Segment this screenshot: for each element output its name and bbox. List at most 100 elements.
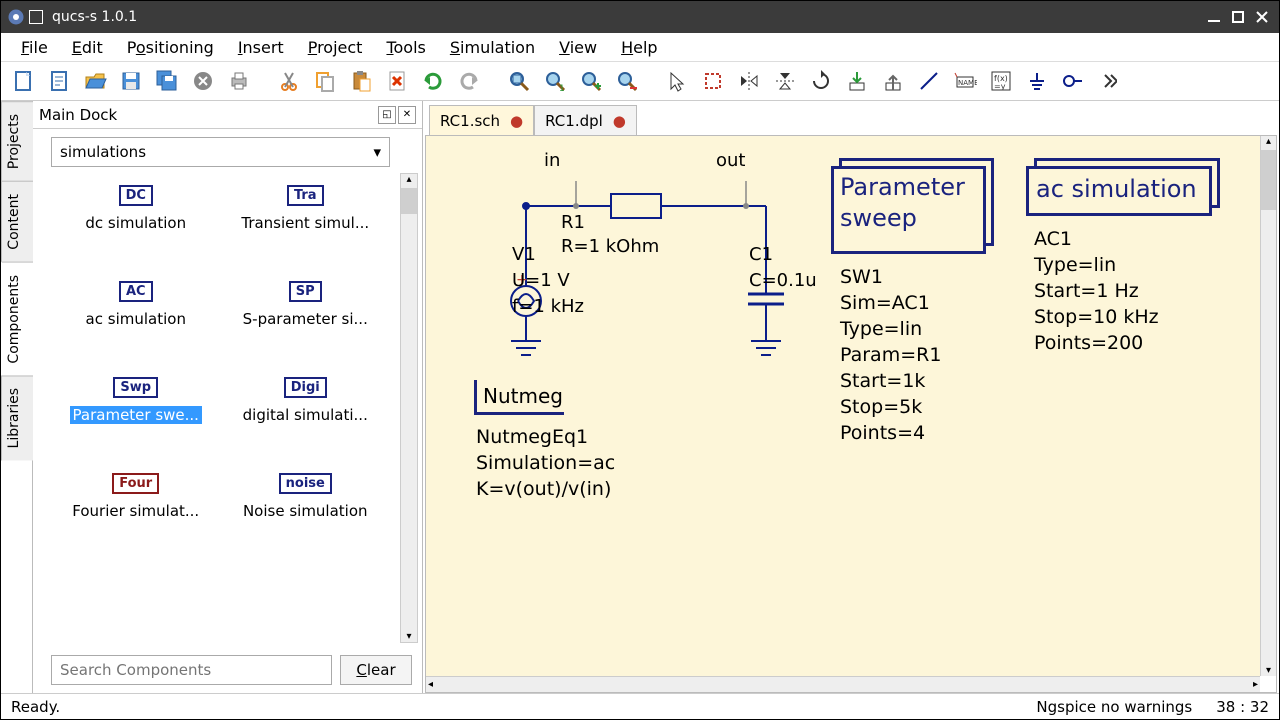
zoom-fit-icon[interactable] [505,67,533,95]
close-file-icon[interactable] [189,67,217,95]
component-item[interactable]: noiseNoise simulation [221,469,391,565]
save-icon[interactable] [117,67,145,95]
statusbar: Ready. Ngspice no warnings 38 : 32 [1,693,1279,719]
save-all-icon[interactable] [153,67,181,95]
menu-edit[interactable]: Edit [62,36,113,59]
zoom-out-icon[interactable] [613,67,641,95]
toolbar: 1 NAME f(x)=y [1,61,1279,101]
component-item[interactable]: Digidigital simulati... [221,373,391,469]
canvas-wrap: + in out R1 R=1 kOhm V1 U=1 V f=1 kHz C1… [425,135,1277,693]
tab-rc1-dpl[interactable]: RC1.dpl ● [534,105,637,135]
tab-bar: RC1.sch ● RC1.dpl ● [423,101,1279,135]
select-rect-icon[interactable] [699,67,727,95]
delete-icon[interactable] [383,67,411,95]
dock-scrollbar[interactable]: ▴▾ [400,173,418,643]
into-sub-icon[interactable] [843,67,871,95]
sidetab-libraries[interactable]: Libraries [1,375,33,460]
maximize-button[interactable] [1227,6,1249,28]
zoom-in-icon[interactable] [577,67,605,95]
chip-icon: Tra [287,185,324,206]
sidetab-content[interactable]: Content [1,181,33,262]
name-icon[interactable]: NAME [951,67,979,95]
component-label: S-parameter si... [243,310,368,328]
menu-insert[interactable]: Insert [228,36,294,59]
component-label: dc simulation [85,214,186,232]
menu-view[interactable]: View [549,36,607,59]
close-button[interactable] [1251,6,1273,28]
component-label: Fourier simulat... [72,502,199,520]
undo-icon[interactable] [419,67,447,95]
c-name: C1 [749,244,773,265]
zoom-1-icon[interactable]: 1 [541,67,569,95]
menu-positioning[interactable]: Positioning [117,36,224,59]
new-icon[interactable] [9,67,37,95]
category-combo[interactable]: simulations ▾ [51,137,390,167]
new-text-icon[interactable] [45,67,73,95]
menu-file[interactable]: File [11,36,58,59]
dock-float-button[interactable]: ◱ [378,106,396,124]
schematic-canvas[interactable]: + in out R1 R=1 kOhm V1 U=1 V f=1 kHz C1… [426,136,1260,676]
component-item[interactable]: FourFourier simulat... [51,469,221,565]
sweep-param: Start=1k [840,368,941,394]
component-item[interactable]: SwpParameter swe... [51,373,221,469]
ac-param: Type=lin [1034,252,1159,278]
minimize-button[interactable] [1203,6,1225,28]
menu-simulation[interactable]: Simulation [440,36,545,59]
component-item[interactable]: ACac simulation [51,277,221,373]
cut-icon[interactable] [275,67,303,95]
tab-rc1-sch[interactable]: RC1.sch ● [429,105,534,135]
sweep-param: Param=R1 [840,342,941,368]
close-icon[interactable]: ● [510,112,523,130]
sidetab-projects[interactable]: Projects [1,101,33,181]
chip-icon: DC [119,185,153,206]
copy-icon[interactable] [311,67,339,95]
port-icon[interactable] [1059,67,1087,95]
rotate-icon[interactable] [807,67,835,95]
dock-body: simulations ▾ DC dc simulation TraTransien… [33,129,422,693]
mirror-h-icon[interactable] [735,67,763,95]
status-cursor: 38 : 32 [1216,698,1269,716]
print-icon[interactable] [225,67,253,95]
chip-icon: SP [289,281,322,302]
sweep-param: Stop=5k [840,394,941,420]
out-sub-icon[interactable] [879,67,907,95]
wire-icon[interactable] [915,67,943,95]
clear-button[interactable]: Clear [340,655,412,685]
sidetab-components[interactable]: Components [1,262,33,376]
redo-icon[interactable] [455,67,483,95]
canvas-hscroll[interactable]: ◂▸ [426,676,1260,692]
v-u: U=1 V [512,270,570,291]
ground-icon[interactable] [1023,67,1051,95]
ac-title: ac simulation [1036,174,1197,205]
menu-tools[interactable]: Tools [376,36,435,59]
mirror-v-icon[interactable] [771,67,799,95]
close-icon[interactable]: ● [613,112,626,130]
restore-icon[interactable] [29,10,43,24]
side-tabs: Projects Content Components Libraries [1,101,33,693]
canvas-vscroll[interactable]: ▴▾ [1260,136,1276,676]
math-icon[interactable]: f(x)=y [987,67,1015,95]
paste-icon[interactable] [347,67,375,95]
dock-close-button[interactable]: ✕ [398,106,416,124]
r-name: R1 [561,212,585,233]
v-f: f=1 kHz [512,296,584,317]
chip-icon: AC [119,281,153,302]
overflow-icon[interactable] [1095,67,1123,95]
combo-value: simulations [60,143,146,161]
search-input[interactable] [51,655,332,685]
menu-project[interactable]: Project [298,36,373,59]
editor-area: RC1.sch ● RC1.dpl ● [423,101,1279,693]
sweep-param: Sim=AC1 [840,290,941,316]
window-title: qucs-s 1.0.1 [52,9,137,25]
ac-param: Start=1 Hz [1034,278,1159,304]
svg-text:=y: =y [994,82,1006,91]
open-icon[interactable] [81,67,109,95]
menu-help[interactable]: Help [611,36,667,59]
sweep-params: SW1Sim=AC1Type=linParam=R1Start=1kStop=5… [840,264,941,446]
nutmeg-l1: NutmegEq1 [476,426,588,448]
component-item[interactable]: SP S-parameter si... [221,277,391,373]
pointer-icon[interactable] [663,67,691,95]
component-item[interactable]: TraTransient simul... [221,181,391,277]
component-item[interactable]: DC dc simulation [51,181,221,277]
svg-text:NAME: NAME [958,79,977,87]
